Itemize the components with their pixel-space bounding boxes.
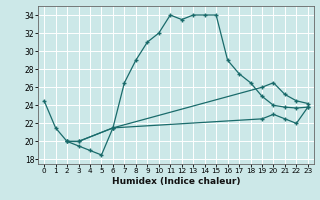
X-axis label: Humidex (Indice chaleur): Humidex (Indice chaleur) — [112, 177, 240, 186]
